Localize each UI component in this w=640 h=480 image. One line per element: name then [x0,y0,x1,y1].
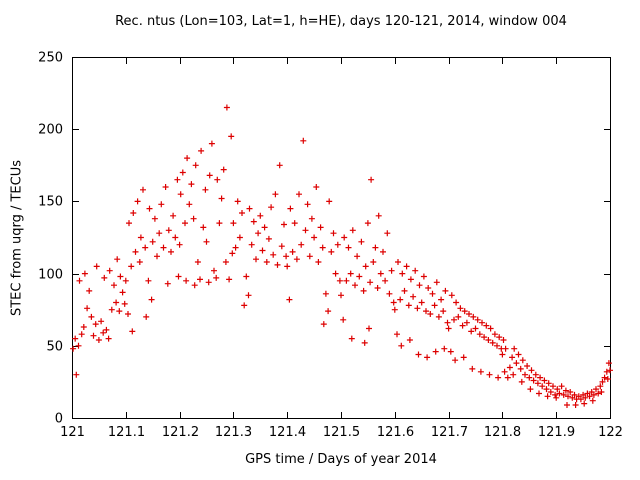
y-tick-label: 250 [38,51,63,66]
y-tick-label: 50 [46,340,63,355]
y-tick-label: 200 [38,123,63,138]
x-tick-label: 122 [598,425,623,440]
axis-ticks [72,57,611,419]
x-tick-label: 121.5 [323,425,360,440]
x-tick-label: 121.9 [538,425,575,440]
x-tick-label: 121.8 [484,425,521,440]
x-tick-label: 121.6 [377,425,414,440]
chart-title: Rec. ntus (Lon=103, Lat=1, h=HE), days 1… [115,14,567,29]
plot-frame [72,57,611,419]
x-tick-label: 121.3 [215,425,252,440]
scatter-points [70,104,613,408]
y-tick-label: 150 [38,195,63,210]
x-tick-label: 121.4 [269,425,306,440]
x-axis-label: GPS time / Days of year 2014 [245,452,437,467]
y-tick-label: 0 [55,412,63,427]
x-tick-label: 121.1 [108,425,145,440]
y-tick-label: 100 [38,268,63,283]
x-tick-label: 121 [60,425,85,440]
x-tick-label: 121.2 [162,425,199,440]
x-tick-label: 121.7 [431,425,468,440]
